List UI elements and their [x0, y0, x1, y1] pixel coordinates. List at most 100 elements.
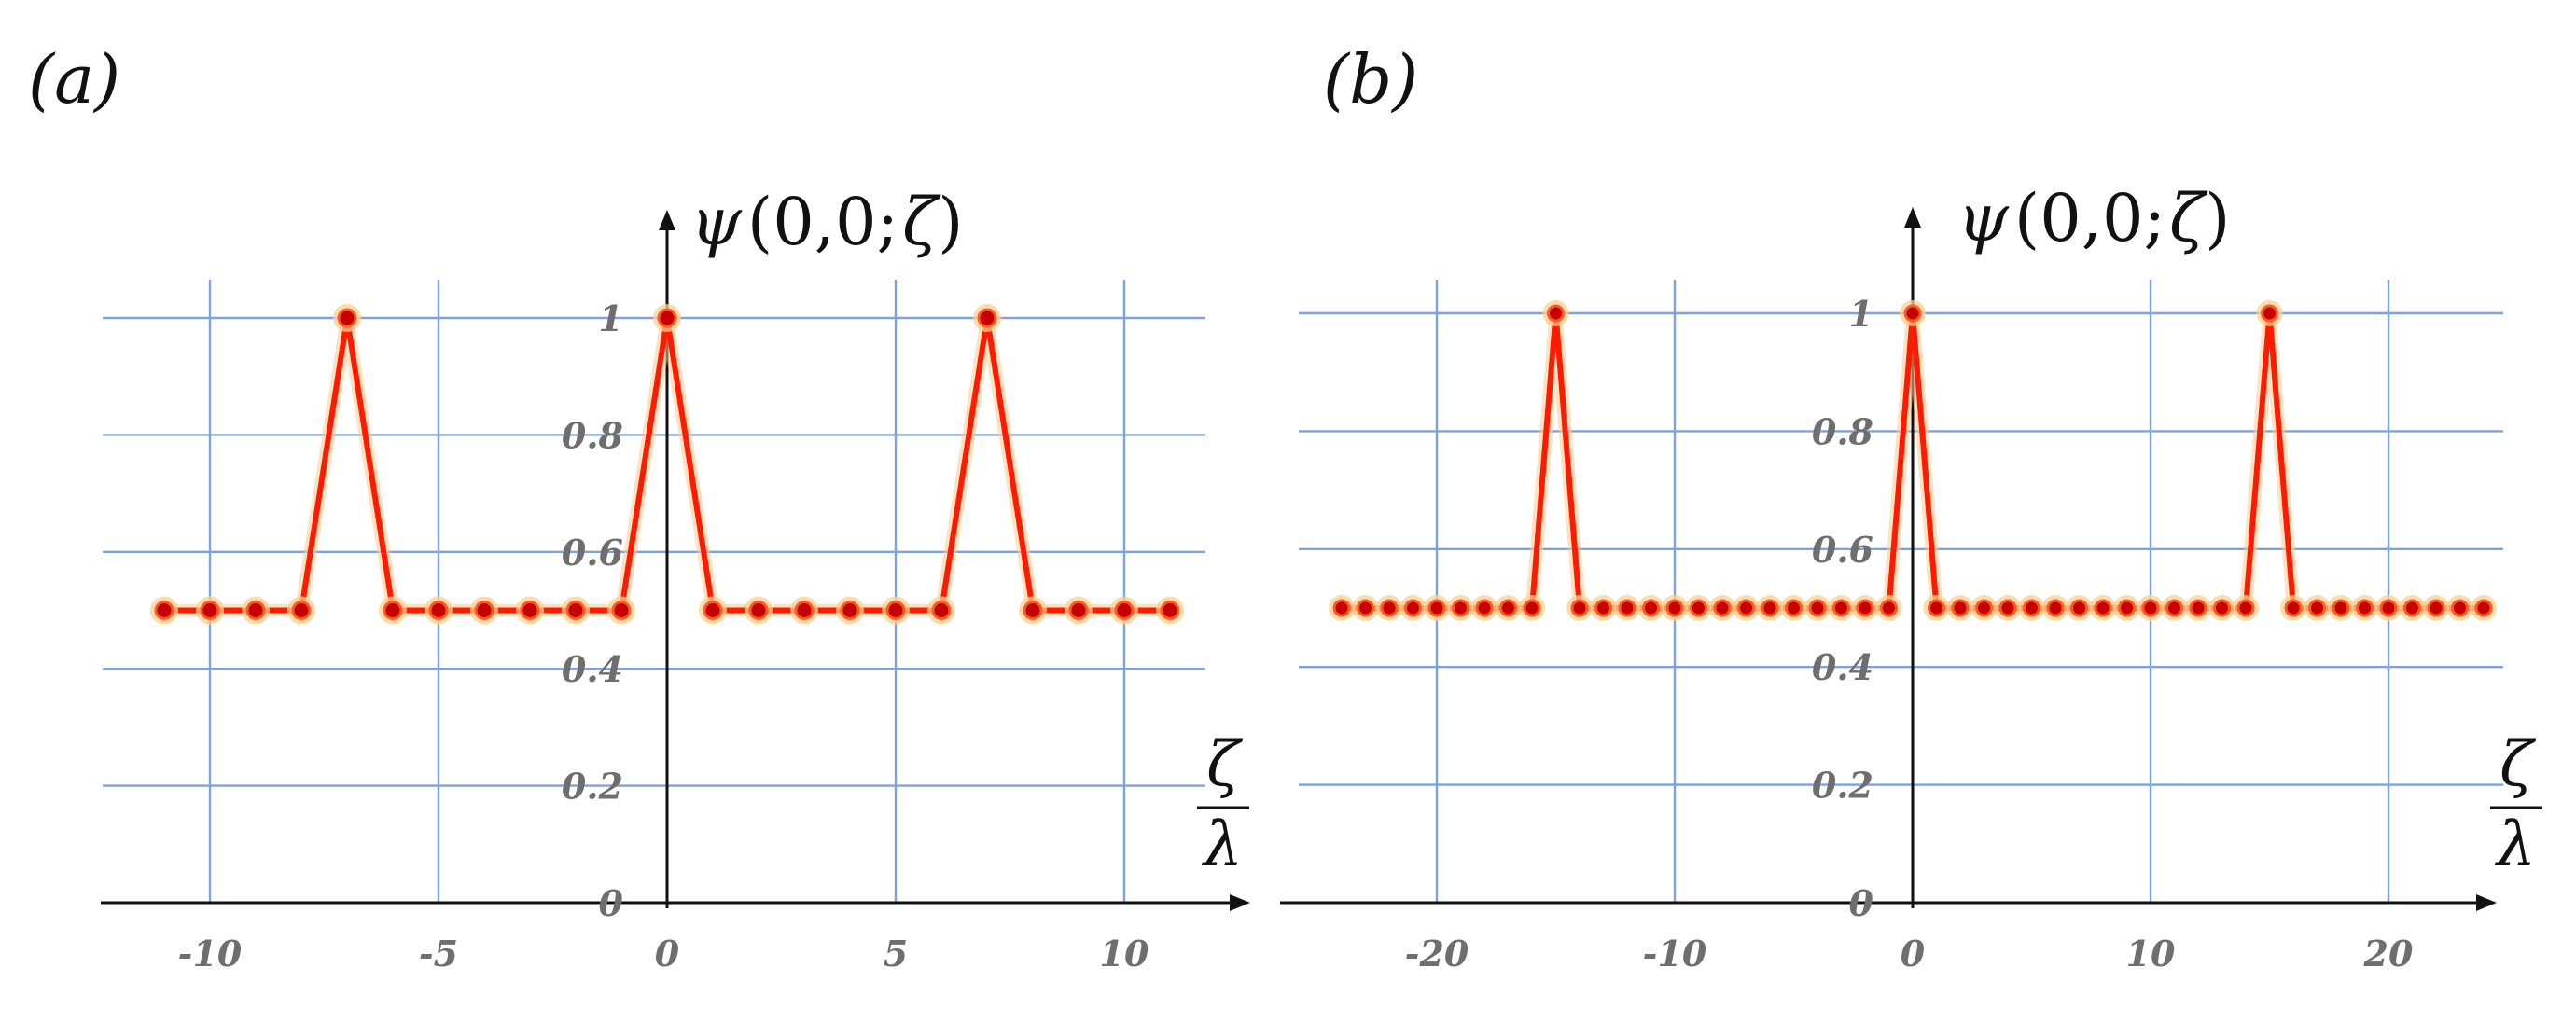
data-point — [2213, 599, 2231, 617]
data-point — [1475, 599, 1494, 617]
panel-label: (b) — [1323, 40, 1418, 118]
data-point — [1332, 599, 1351, 617]
data-point — [794, 601, 815, 620]
data-point — [1737, 599, 1755, 617]
data-point — [2474, 599, 2493, 617]
y-tick-label: 0.8 — [1812, 410, 1873, 452]
data-point — [428, 601, 449, 620]
data-point — [1975, 599, 1993, 617]
data-point — [2236, 599, 2255, 617]
data-point — [2046, 599, 2065, 617]
data-point — [1618, 599, 1636, 617]
y-tick-label: 0.2 — [562, 766, 623, 808]
data-point — [1523, 599, 1541, 617]
y-tick-label: 0.8 — [562, 414, 623, 456]
data-point — [1903, 304, 1922, 323]
data-point — [1023, 601, 1043, 620]
x-axis-arrow — [2476, 894, 2497, 911]
data-point — [383, 601, 403, 620]
data-point — [1499, 599, 1517, 617]
y-axis-arrow — [1904, 207, 1921, 228]
x-tick-label: -10 — [178, 933, 243, 975]
data-point — [1380, 599, 1399, 617]
data-point — [1452, 599, 1469, 617]
y-label-close: ) — [2205, 180, 2230, 256]
y-tick-label: 1 — [1849, 293, 1873, 335]
data-point — [2356, 599, 2374, 617]
data-point — [1785, 599, 1803, 617]
x-label-numerator: ζ — [2499, 728, 2537, 800]
data-point — [245, 601, 266, 620]
x-tick-label: 20 — [2363, 933, 2414, 975]
data-point — [1713, 599, 1732, 617]
data-point — [474, 601, 494, 620]
x-tick-label: 10 — [1100, 933, 1149, 975]
data-point — [2261, 304, 2278, 323]
data-point — [1357, 599, 1374, 617]
data-point — [1808, 599, 1827, 617]
y-tick-label: 0 — [599, 882, 624, 924]
data-point — [1068, 601, 1089, 620]
data-point — [1114, 601, 1135, 620]
data-point — [2427, 599, 2445, 617]
x-tick-label: 0 — [655, 933, 680, 975]
data-point — [2451, 599, 2469, 617]
y-axis-arrow — [659, 210, 675, 230]
data-point — [2403, 599, 2421, 617]
y-label-variable: ζ — [902, 184, 941, 260]
data-point — [2023, 599, 2040, 617]
data-point — [1832, 599, 1850, 617]
data-point — [840, 601, 860, 620]
y-label-function: ψ — [1957, 180, 2010, 256]
data-point — [1928, 599, 1945, 617]
data-point — [1404, 599, 1422, 617]
data-point — [1570, 599, 1589, 617]
data-point — [291, 601, 312, 620]
data-point — [1594, 599, 1612, 617]
y-tick-label: 0 — [1849, 882, 1874, 924]
data-point — [657, 308, 677, 328]
data-point — [931, 601, 952, 620]
data-point — [885, 601, 906, 620]
x-label-denominator: λ — [1201, 809, 1243, 880]
x-tick-label: 0 — [1901, 933, 1926, 975]
data-point — [611, 601, 632, 620]
data-point — [200, 601, 220, 620]
data-point — [2070, 599, 2088, 617]
x-tick-label: 5 — [884, 933, 908, 975]
data-point — [565, 601, 586, 620]
data-point — [2189, 599, 2207, 617]
x-axis-arrow — [1230, 894, 1250, 911]
data-point — [703, 601, 723, 620]
data-point — [337, 308, 357, 328]
data-point — [2332, 599, 2350, 617]
y-label-args: (0,0; — [2014, 180, 2165, 256]
data-point — [2379, 599, 2398, 617]
data-point — [520, 601, 540, 620]
x-tick-label: 10 — [2126, 933, 2176, 975]
y-axis-label: ψ(0,0;ζ) — [1957, 180, 2230, 256]
data-point — [2141, 599, 2160, 617]
data-point — [1951, 599, 1970, 617]
x-tick-label: -20 — [1405, 933, 1469, 975]
y-tick-label: 1 — [599, 297, 623, 339]
y-tick-label: 0.4 — [1812, 646, 1873, 688]
y-label-args: (0,0; — [747, 184, 898, 260]
data-point — [1880, 599, 1898, 617]
data-point — [1665, 599, 1684, 617]
y-tick-label: 0.6 — [562, 532, 623, 574]
data-point — [1998, 599, 2017, 617]
data-point — [2094, 599, 2112, 617]
x-label-numerator: ζ — [1206, 728, 1244, 800]
y-label-function: ψ — [690, 184, 743, 260]
data-point — [1761, 599, 1779, 617]
data-point — [2165, 599, 2183, 617]
data-point — [1160, 601, 1180, 620]
x-tick-label: -10 — [1643, 933, 1707, 975]
y-label-variable: ζ — [2169, 180, 2208, 256]
data-point — [977, 308, 997, 328]
y-tick-label: 0.6 — [1812, 529, 1873, 571]
y-tick-label: 0.4 — [562, 648, 623, 690]
